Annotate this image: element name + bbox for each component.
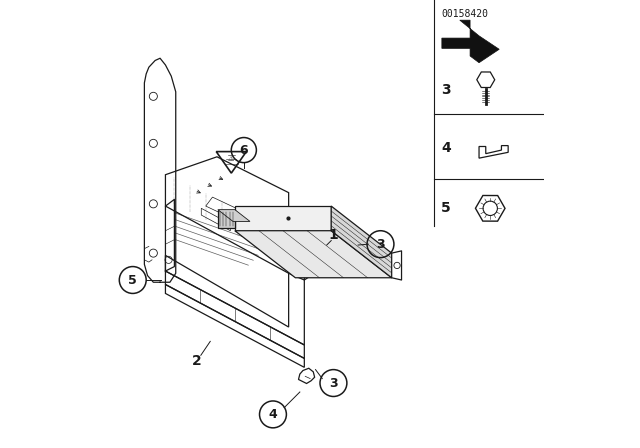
Text: 5: 5 [129,273,137,287]
Text: 4: 4 [269,408,277,421]
Text: 4: 4 [441,141,451,155]
Polygon shape [235,231,392,278]
Polygon shape [332,206,392,278]
Text: 1: 1 [328,228,339,242]
Text: 3: 3 [376,237,385,251]
Text: 6: 6 [239,143,248,157]
Text: 5: 5 [441,201,451,215]
Text: 00158420: 00158420 [441,9,488,19]
Text: 2: 2 [192,353,202,368]
Text: ⚠: ⚠ [228,156,234,162]
Polygon shape [218,210,250,221]
Polygon shape [218,210,235,228]
Text: 3: 3 [329,376,338,390]
Polygon shape [442,20,499,63]
Polygon shape [235,206,332,231]
Text: 3: 3 [441,82,451,97]
